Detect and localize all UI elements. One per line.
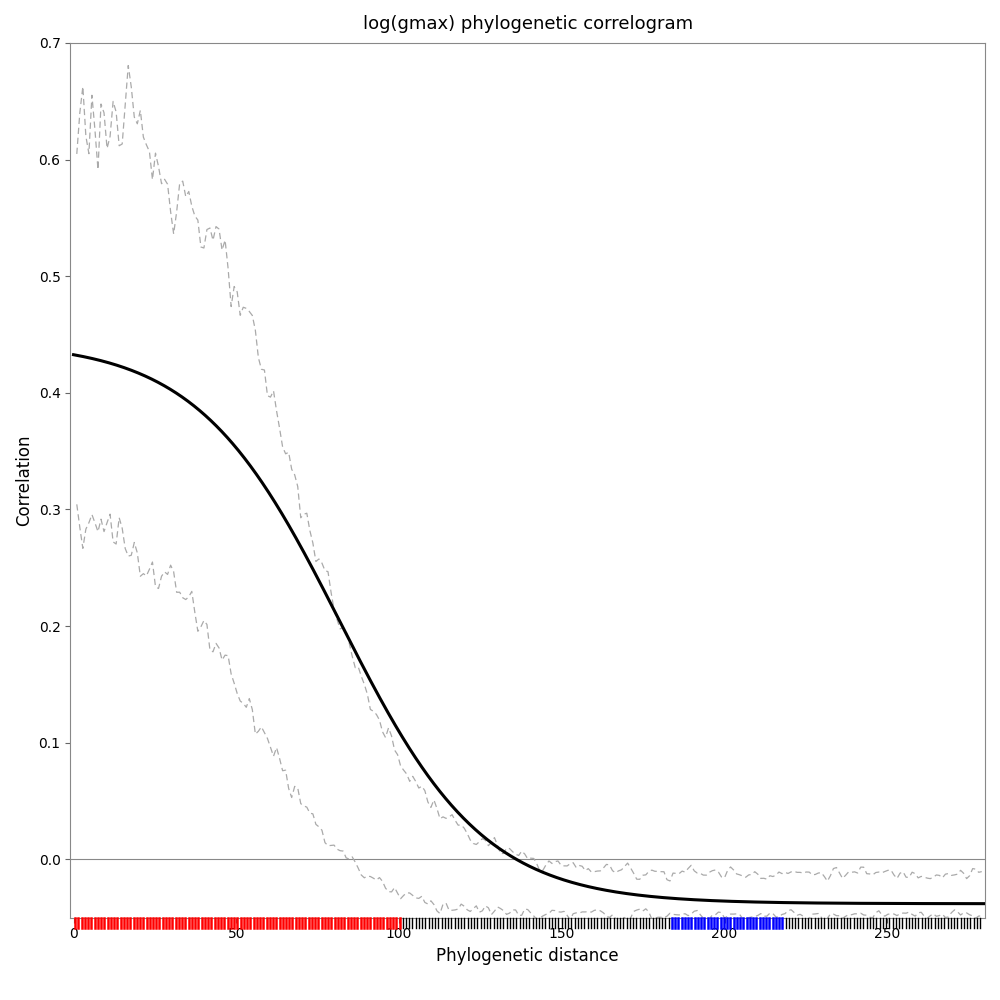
- X-axis label: Phylogenetic distance: Phylogenetic distance: [436, 947, 619, 965]
- Title: log(gmax) phylogenetic correlogram: log(gmax) phylogenetic correlogram: [363, 15, 693, 33]
- Y-axis label: Correlation: Correlation: [15, 435, 33, 526]
